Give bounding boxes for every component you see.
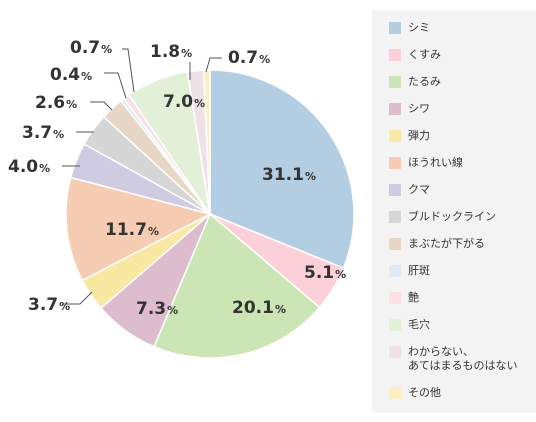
legend-swatch — [389, 238, 401, 250]
legend-item-5: 弾力 — [389, 129, 536, 143]
legend-swatch — [389, 22, 401, 34]
legend-item-2: くすみ — [389, 48, 536, 62]
slice-label-13: 1.8% — [150, 42, 192, 62]
legend-swatch — [389, 319, 401, 331]
legend-label: シワ — [408, 102, 430, 115]
legend-item-11: 艶 — [389, 291, 536, 305]
legend-item-8: ブルドックライン — [389, 210, 536, 224]
legend-swatch — [389, 157, 401, 169]
legend-swatch — [389, 211, 401, 223]
legend-item-7: クマ — [389, 183, 536, 197]
legend-label: 毛穴 — [408, 318, 430, 331]
pie-chart: 31.1% 5.1% 20.1% 7.3% 3.7% 11.7% 4.0% 3.7% 2.6% 0… — [8, 38, 355, 359]
legend-label: その他 — [408, 386, 441, 399]
legend-swatch — [389, 265, 401, 277]
legend-label: ほうれい線 — [408, 156, 463, 169]
legend-label: まぶたが下がる — [408, 237, 485, 250]
slice-label-11: 0.7% — [70, 38, 112, 58]
legend-item-9: まぶたが下がる — [389, 237, 536, 251]
legend-label: 肝斑 — [408, 264, 430, 277]
leader-line-9 — [90, 101, 113, 111]
legend-swatch — [389, 346, 401, 358]
legend-label: 艶 — [408, 291, 419, 304]
slice-label-2: 5.1% — [304, 263, 346, 283]
legend-swatch — [389, 76, 401, 88]
slice-label-7: 4.0% — [8, 157, 50, 177]
slice-label-14: 0.7% — [228, 48, 270, 68]
slice-label-5: 3.7% — [28, 295, 70, 315]
slice-label-1: 31.1% — [262, 165, 316, 185]
leader-line-11 — [122, 48, 135, 93]
legend-swatch — [389, 387, 401, 399]
leader-line-14 — [205, 57, 222, 73]
legend-item-4: シワ — [389, 102, 536, 116]
legend-label: 弾力 — [408, 129, 430, 142]
legend-label: シミ — [408, 21, 430, 34]
legend-label: くすみ — [408, 48, 441, 61]
legend-item-10: 肝斑 — [389, 264, 536, 278]
legend-label: クマ — [408, 183, 430, 196]
slice-label-4: 7.3% — [136, 299, 178, 319]
legend-item-13: わからない、 あてはまるものはない — [389, 345, 536, 373]
legend-swatch — [389, 184, 401, 196]
slice-label-3: 20.1% — [232, 298, 286, 318]
slice-label-6: 11.7% — [105, 220, 159, 240]
legend-item-6: ほうれい線 — [389, 156, 536, 170]
legend-swatch — [389, 292, 401, 304]
legend-swatch — [389, 103, 401, 115]
pie-slice-6 — [65, 176, 213, 282]
pie-slice-1 — [209, 69, 355, 270]
legend-label: たるみ — [408, 75, 441, 88]
legend-label: ブルドックライン — [408, 210, 496, 223]
leader-line-5 — [62, 291, 93, 305]
legend-item-1: シミ — [389, 21, 536, 35]
legend-item-12: 毛穴 — [389, 318, 536, 332]
legend-swatch — [389, 130, 401, 142]
legend-item-14: その他 — [389, 386, 536, 400]
slice-label-12: 7.0% — [163, 92, 205, 112]
slice-label-9: 2.6% — [35, 93, 77, 113]
legend-swatch — [389, 49, 401, 61]
legend-label: わからない、 あてはまるものはない — [408, 345, 518, 372]
legend: シミくすみたるみシワ弾力ほうれい線クマブルドックライン まぶたが下がる 肝斑艶毛穴わ… — [372, 10, 536, 413]
leader-line-10 — [104, 72, 127, 99]
legend-item-3: たるみ — [389, 75, 536, 89]
slice-label-8: 3.7% — [22, 123, 64, 143]
slice-label-10: 0.4% — [50, 65, 92, 85]
